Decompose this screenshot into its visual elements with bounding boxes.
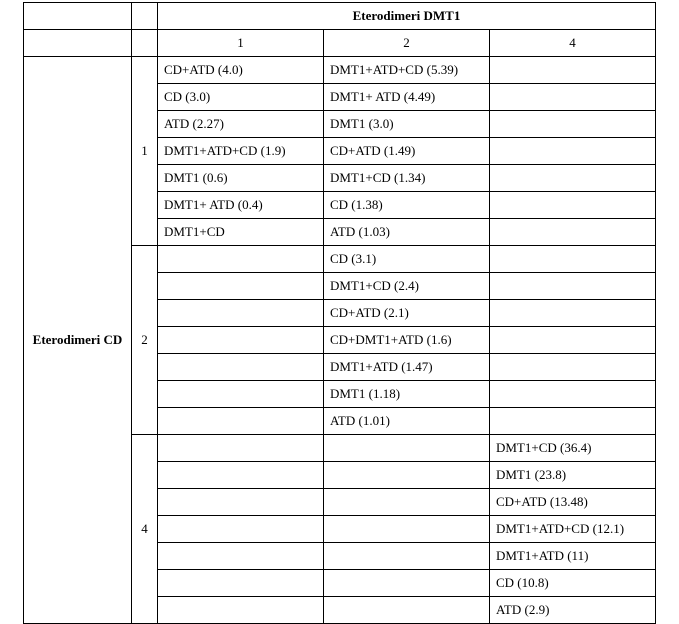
table-cell — [157, 570, 323, 597]
row-group-label: 4 — [131, 435, 157, 624]
table-cell: DMT1+CD — [157, 219, 323, 246]
eterodimeri-table: Eterodimeri DMT1 1 2 4 Eterodimeri CD 1 … — [23, 2, 656, 624]
table-cell: DMT1 (0.6) — [157, 165, 323, 192]
table-cell — [157, 246, 323, 273]
table-cell: DMT1+ATD+CD (5.39) — [323, 57, 489, 84]
table-cell — [489, 57, 655, 84]
table-cell — [157, 327, 323, 354]
table-cell: DMT1 (23.8) — [489, 462, 655, 489]
table-cell — [489, 327, 655, 354]
table-cell: DMT1 (3.0) — [323, 111, 489, 138]
table-cell: CD (10.8) — [489, 570, 655, 597]
table-cell — [157, 354, 323, 381]
table-cell: DMT1+ ATD (4.49) — [323, 84, 489, 111]
table-cell — [489, 192, 655, 219]
table-cell — [157, 516, 323, 543]
table-cell — [157, 462, 323, 489]
table-cell: DMT1+CD (2.4) — [323, 273, 489, 300]
table-cell — [157, 489, 323, 516]
col-header: 4 — [489, 30, 655, 57]
table-cell: DMT1+ATD+CD (12.1) — [489, 516, 655, 543]
table-cell — [157, 408, 323, 435]
table-cell — [323, 489, 489, 516]
top-title: Eterodimeri DMT1 — [157, 3, 655, 30]
table-cell — [489, 408, 655, 435]
table-cell — [157, 597, 323, 624]
table-cell: DMT1+ATD+CD (1.9) — [157, 138, 323, 165]
table-cell: CD+ATD (1.49) — [323, 138, 489, 165]
row-header: Eterodimeri CD — [23, 57, 131, 624]
col-header: 2 — [323, 30, 489, 57]
table-cell — [157, 543, 323, 570]
table-cell — [489, 354, 655, 381]
table-cell — [323, 570, 489, 597]
table-cell — [157, 273, 323, 300]
table-cell — [489, 381, 655, 408]
col-header: 1 — [157, 30, 323, 57]
table-cell — [489, 273, 655, 300]
blank-cell — [23, 3, 131, 30]
table-cell: ATD (1.01) — [323, 408, 489, 435]
table-cell: DMT1+ATD (1.47) — [323, 354, 489, 381]
table-cell — [323, 516, 489, 543]
table-cell — [489, 138, 655, 165]
row-group-label: 1 — [131, 57, 157, 246]
table-cell — [157, 300, 323, 327]
table-cell — [323, 462, 489, 489]
table-cell — [489, 165, 655, 192]
table-cell — [323, 543, 489, 570]
table-cell: CD+ATD (13.48) — [489, 489, 655, 516]
blank-cell — [131, 30, 157, 57]
table-cell — [323, 597, 489, 624]
table-cell: ATD (2.9) — [489, 597, 655, 624]
table-cell — [489, 219, 655, 246]
table-cell: CD+DMT1+ATD (1.6) — [323, 327, 489, 354]
table-cell — [489, 111, 655, 138]
table-cell — [157, 381, 323, 408]
table-cell: CD+ATD (2.1) — [323, 300, 489, 327]
blank-cell — [131, 3, 157, 30]
table-cell: CD (3.0) — [157, 84, 323, 111]
table-cell: CD+ATD (4.0) — [157, 57, 323, 84]
table-cell: DMT1+ATD (11) — [489, 543, 655, 570]
table-cell — [489, 246, 655, 273]
table-cell — [489, 84, 655, 111]
table-cell: CD (3.1) — [323, 246, 489, 273]
blank-cell — [23, 30, 131, 57]
table-cell: DMT1+ ATD (0.4) — [157, 192, 323, 219]
table-cell: ATD (2.27) — [157, 111, 323, 138]
table-cell: ATD (1.03) — [323, 219, 489, 246]
table-cell: DMT1+CD (36.4) — [489, 435, 655, 462]
table-cell — [323, 435, 489, 462]
table-cell: DMT1+CD (1.34) — [323, 165, 489, 192]
table-cell — [489, 300, 655, 327]
row-group-label: 2 — [131, 246, 157, 435]
table-cell — [157, 435, 323, 462]
table-cell: CD (1.38) — [323, 192, 489, 219]
table-cell: DMT1 (1.18) — [323, 381, 489, 408]
